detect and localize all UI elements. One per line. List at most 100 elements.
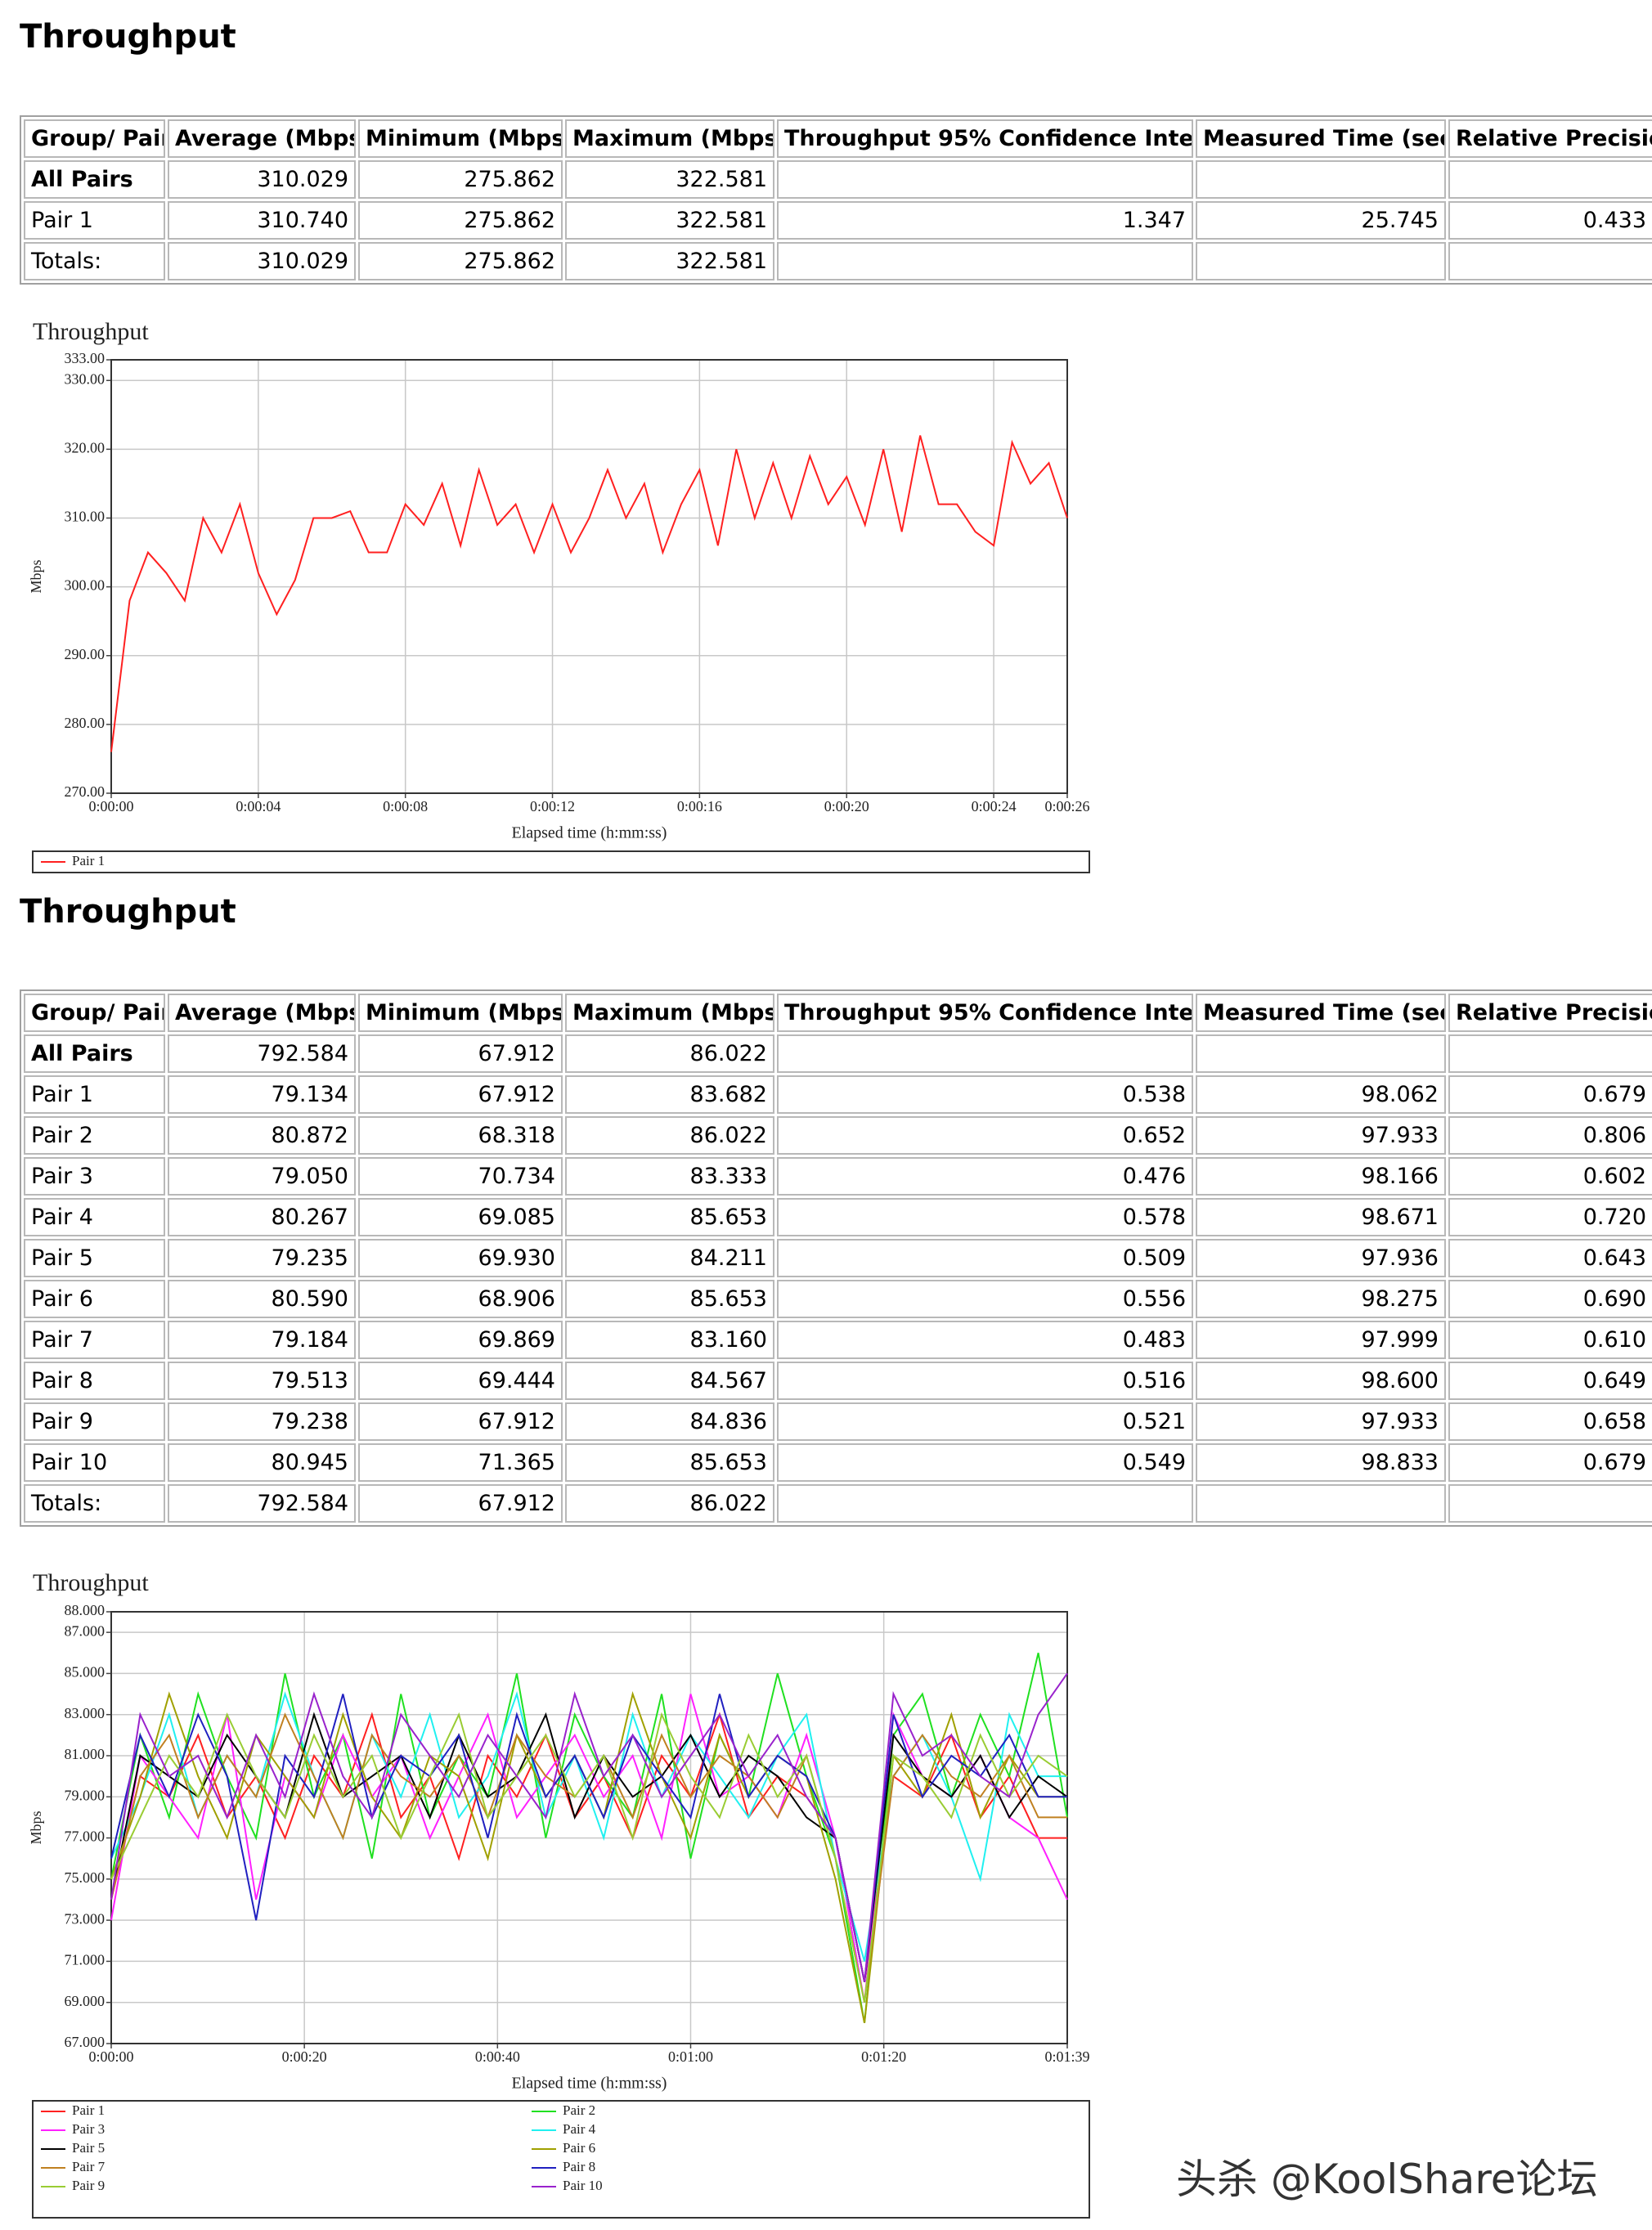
table-cell [777, 1484, 1193, 1523]
table-cell: Pair 8 [24, 1362, 165, 1400]
y-tick-label: 83.000 [65, 1705, 105, 1721]
table-cell: 79.050 [168, 1157, 356, 1196]
table-cell: 86.022 [565, 1034, 774, 1073]
table-cell [1448, 1484, 1652, 1523]
header-cell: Measured Time (secs) [1196, 119, 1446, 158]
table-cell: 0.643 [1448, 1239, 1652, 1277]
table-cell: 79.235 [168, 1239, 356, 1277]
table-cell: 79.513 [168, 1362, 356, 1400]
header-row: Group/ Pair Average (Mbps) Minimum (Mbps) M… [24, 994, 1652, 1032]
table-cell: 0.578 [777, 1198, 1193, 1236]
table-cell: 0.476 [777, 1157, 1193, 1196]
table-cell: 67.912 [358, 1034, 563, 1073]
y-tick-label: 330.00 [65, 370, 105, 387]
table-cell [777, 242, 1193, 280]
legend-label: Pair 8 [563, 2159, 595, 2174]
table-cell: Totals: [24, 242, 165, 280]
table-cell [1196, 160, 1446, 199]
table-cell: 80.945 [168, 1443, 356, 1482]
table-cell: 310.029 [168, 242, 356, 280]
table-cell: Pair 1 [24, 201, 165, 240]
table-cell: 0.806 [1448, 1116, 1652, 1155]
table-cell: 275.862 [358, 160, 563, 199]
table-cell: 69.930 [358, 1239, 563, 1277]
table-cell: 67.912 [358, 1402, 563, 1441]
legend-label: Pair 9 [72, 2178, 105, 2193]
table-cell [777, 160, 1193, 199]
table-row: Pair 1 79.134 67.912 83.682 0.538 98.062 0.679 [24, 1075, 1652, 1114]
x-tick-label: 0:00:00 [88, 798, 133, 814]
y-axis-label: Mbps [28, 1810, 44, 1844]
table-cell: 98.833 [1196, 1443, 1446, 1482]
header-cell: Group/ Pair [24, 119, 165, 158]
x-tick-label: 0:00:04 [236, 798, 281, 814]
legend-label: Pair 1 [72, 853, 105, 868]
table-row: Pair 3 79.050 70.734 83.333 0.476 98.166 0.602 [24, 1157, 1652, 1196]
table-cell: 0.509 [777, 1239, 1193, 1277]
table-row: Pair 6 80.590 68.906 85.653 0.556 98.275 0.690 [24, 1280, 1652, 1318]
x-tick-label: 0:00:20 [824, 798, 869, 814]
table-cell: 0.602 [1448, 1157, 1652, 1196]
table-row: Totals: 310.029 275.862 322.581 [24, 242, 1652, 280]
table-row: Pair 8 79.513 69.444 84.567 0.516 98.600 0.649 [24, 1362, 1652, 1400]
table-cell: 322.581 [565, 160, 774, 199]
table-cell: 79.238 [168, 1402, 356, 1441]
table-cell: 0.549 [777, 1443, 1193, 1482]
y-tick-label: 71.000 [65, 1952, 105, 1968]
table-cell: 83.333 [565, 1157, 774, 1196]
table-cell: 0.652 [777, 1116, 1193, 1155]
table-cell: 275.862 [358, 242, 563, 280]
header-cell: Average (Mbps) [168, 994, 356, 1032]
results-table: Group/ Pair Average (Mbps) Minimum (Mbps) M… [20, 989, 1652, 1527]
header-cell: Minimum (Mbps) [358, 994, 563, 1032]
table-cell: 98.166 [1196, 1157, 1446, 1196]
x-tick-label: 0:01:39 [1044, 2048, 1089, 2065]
y-tick-label: 67.000 [65, 2034, 105, 2050]
header-cell: Throughput 95% Confidence Interval [777, 119, 1193, 158]
table-cell: 97.933 [1196, 1116, 1446, 1155]
x-tick-label: 0:00:12 [530, 798, 575, 814]
table-cell: Pair 9 [24, 1402, 165, 1441]
table-cell: 85.653 [565, 1443, 774, 1482]
table-cell: 792.584 [168, 1484, 356, 1523]
table-cell: 0.483 [777, 1321, 1193, 1359]
table-cell: Pair 3 [24, 1157, 165, 1196]
table-cell: Pair 2 [24, 1116, 165, 1155]
table-cell: 80.590 [168, 1280, 356, 1318]
header-cell: Maximum (Mbps) [565, 994, 774, 1032]
table-cell: Pair 6 [24, 1280, 165, 1318]
table-cell: 79.184 [168, 1321, 356, 1359]
table-cell: 98.275 [1196, 1280, 1446, 1318]
y-tick-label: 85.000 [65, 1664, 105, 1680]
table-cell: 310.029 [168, 160, 356, 199]
y-tick-label: 73.000 [65, 1910, 105, 1927]
table-cell: 79.134 [168, 1075, 356, 1114]
table-cell [1196, 242, 1446, 280]
table-cell: 98.671 [1196, 1198, 1446, 1236]
legend-label: Pair 3 [72, 2121, 105, 2137]
y-tick-label: 77.000 [65, 1828, 105, 1845]
table-cell: 0.679 [1448, 1075, 1652, 1114]
x-tick-label: 0:01:20 [861, 2048, 906, 2065]
plot-area [111, 1612, 1067, 2044]
legend-label: Pair 5 [72, 2140, 105, 2156]
legend-label: Pair 1 [72, 2102, 105, 2118]
header-cell: Relative Precision [1448, 994, 1652, 1032]
y-tick-label: 69.000 [65, 1993, 105, 2009]
y-tick-label: 300.00 [65, 577, 105, 594]
table-cell: 97.933 [1196, 1402, 1446, 1441]
table-cell: 322.581 [565, 201, 774, 240]
table-cell [1448, 242, 1652, 280]
table-cell: Pair 1 [24, 1075, 165, 1114]
table-cell: 0.610 [1448, 1321, 1652, 1359]
table-cell: 0.679 [1448, 1443, 1652, 1482]
y-tick-label: 320.00 [65, 439, 105, 455]
chart-title: Throughput [33, 318, 149, 345]
y-tick-label: 290.00 [65, 646, 105, 662]
table-cell: Pair 4 [24, 1198, 165, 1236]
table-cell [1196, 1034, 1446, 1073]
table-cell [1448, 160, 1652, 199]
legend-label: Pair 6 [563, 2140, 595, 2156]
plot-border [110, 1611, 1068, 2044]
